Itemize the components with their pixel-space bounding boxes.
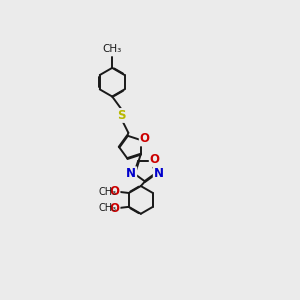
Text: O: O bbox=[140, 132, 150, 146]
Text: O: O bbox=[110, 185, 119, 198]
Text: N: N bbox=[154, 167, 164, 180]
Text: CH₃: CH₃ bbox=[98, 187, 116, 196]
Text: S: S bbox=[117, 109, 126, 122]
Text: CH₃: CH₃ bbox=[103, 44, 122, 54]
Text: N: N bbox=[126, 167, 136, 180]
Text: O: O bbox=[150, 153, 160, 166]
Text: CH₃: CH₃ bbox=[98, 203, 116, 213]
Text: O: O bbox=[110, 202, 119, 215]
